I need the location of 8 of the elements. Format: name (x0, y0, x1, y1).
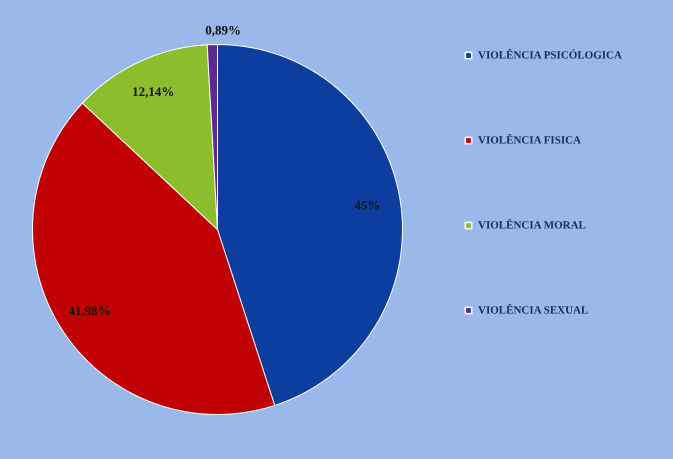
data-label: 12,14% (132, 84, 174, 100)
legend-label: VIOLÊNCIA SEXUAL (478, 304, 588, 316)
legend-label: VIOLÊNCIA PSICÓLOGICA (478, 48, 622, 62)
legend-label: VIOLÊNCIA MORAL (478, 218, 586, 232)
data-label: 41,98% (68, 302, 111, 318)
data-label: 45% (354, 198, 380, 213)
legend-label: VIOLÊNCIA FISICA (478, 134, 582, 146)
data-label: 0,89% (205, 22, 241, 38)
